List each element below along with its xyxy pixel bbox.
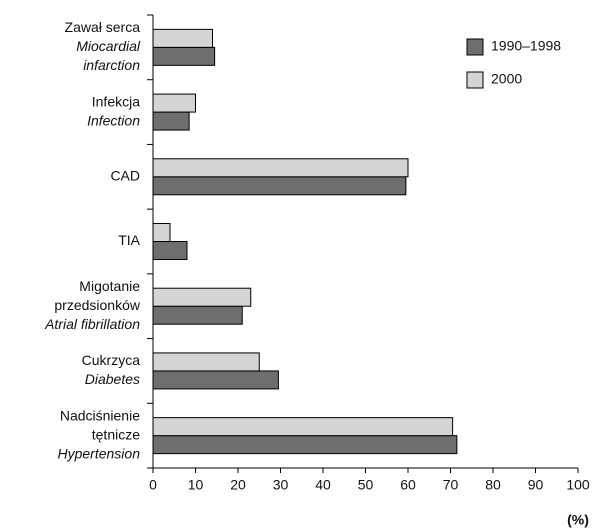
y-tick-label: Cukrzyca: [82, 352, 141, 368]
y-tick-label: Miocardial: [76, 38, 141, 54]
y-tick-label: Hypertension: [58, 445, 141, 461]
y-tick-label: Infection: [87, 112, 140, 128]
x-tick-label: 10: [188, 477, 204, 493]
bar: [152, 223, 171, 242]
y-tick-label: tętnicze: [92, 426, 140, 442]
legend-label: 1990–1998: [491, 38, 561, 54]
legend-swatch: [466, 71, 484, 89]
bar: [152, 158, 409, 178]
x-tick-label: 60: [400, 477, 416, 493]
bar: [152, 352, 260, 372]
y-tick-label: przedsionków: [54, 297, 140, 313]
x-tick-label: 50: [358, 477, 374, 493]
x-tick-label: 70: [443, 477, 459, 493]
y-tick-label: Zawał serca: [65, 19, 141, 35]
x-tick-label: 80: [485, 477, 501, 493]
bar: [152, 176, 407, 196]
bar: [152, 435, 458, 455]
y-tick-label: infarction: [83, 57, 140, 73]
x-tick-label: 0: [149, 477, 157, 493]
x-tick-label: 20: [230, 477, 246, 493]
bar: [152, 46, 216, 66]
bar: [152, 370, 279, 390]
y-tick-label: TIA: [118, 232, 140, 248]
bar: [152, 93, 196, 113]
bar: [152, 241, 188, 260]
x-axis-label: (%): [567, 512, 589, 528]
bar: [152, 417, 454, 437]
y-tick-label: Nadciśnienie: [60, 407, 140, 423]
x-tick-label: 30: [273, 477, 289, 493]
y-tick-label: Atrial fibrillation: [44, 316, 140, 332]
y-tick-label: Diabetes: [85, 371, 140, 387]
y-tick-label: Migotanie: [79, 278, 140, 294]
bar: [152, 111, 190, 131]
bar: [152, 305, 243, 325]
x-tick-label: 40: [315, 477, 331, 493]
y-tick-label: Infekcja: [92, 93, 140, 109]
legend-swatch: [466, 38, 484, 56]
x-tick-label: 100: [566, 477, 590, 493]
y-tick-label: CAD: [110, 167, 140, 183]
bar: [152, 28, 213, 48]
x-tick-label: 90: [528, 477, 544, 493]
legend-label: 2000: [491, 71, 522, 87]
bar: [152, 287, 252, 307]
